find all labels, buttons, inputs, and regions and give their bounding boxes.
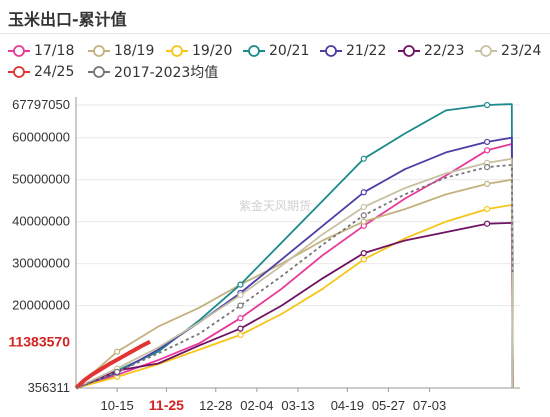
legend-marker-17-18	[8, 45, 30, 57]
legend-marker-19-20	[166, 45, 188, 57]
y-tick-label: 50000000	[12, 172, 70, 187]
series-point-6	[360, 203, 367, 211]
series-point-3	[484, 101, 491, 109]
legend-label-21-22: 21/22	[346, 43, 387, 59]
legend-marker-23-24	[475, 45, 497, 57]
legend-label-22-23: 22/23	[424, 43, 465, 59]
legend-item-21-22[interactable]: 21/22	[320, 41, 386, 61]
legend-label-24-25: 24/25	[34, 64, 75, 80]
series-point-5	[484, 220, 491, 227]
series-point-1	[360, 218, 367, 225]
x-tick-label: 03-13	[281, 398, 314, 413]
legend-label-20-21: 20/21	[269, 43, 310, 59]
legend-label-average: 2017-2023均值	[114, 65, 219, 81]
watermark: 紫金天风期货	[239, 198, 311, 213]
series-point-8	[114, 368, 121, 375]
legend-item-average[interactable]: 2017-2023均值	[88, 62, 218, 82]
series-point-4	[360, 189, 367, 196]
series-line-0	[75, 143, 514, 389]
legend-marker-21-22	[320, 45, 342, 57]
series-point-0	[237, 315, 244, 322]
x-tick-label: 04-19	[331, 398, 364, 413]
legend-row-1: 17/18 18/19 19/20 20/21 21/22 22/23 23/2…	[4, 41, 549, 62]
legend-item-22-23[interactable]: 22/23	[398, 41, 464, 61]
legend-item-23-24[interactable]: 23/24	[475, 41, 541, 61]
x-tick-label-highlight: 11-25	[149, 397, 184, 413]
series-point-8	[237, 302, 244, 309]
series-line-7	[74, 339, 151, 390]
y-tick-label: 20000000	[12, 298, 70, 313]
highlight-label-bg	[0, 332, 73, 351]
series-point-2	[360, 256, 367, 263]
legend-label-19-20: 19/20	[192, 43, 233, 59]
legend-item-20-21[interactable]: 20/21	[243, 41, 309, 61]
y-tick-label: 67797050	[12, 97, 70, 112]
series-point-2	[484, 205, 491, 213]
legend-item-17-18[interactable]: 17/18	[8, 41, 74, 61]
series-point-2	[237, 331, 244, 339]
chart-title: 玉米出口-累计值	[8, 10, 127, 29]
legend-marker-22-23	[398, 45, 420, 57]
y-tick-label: 356311	[28, 380, 70, 395]
legend-item-19-20[interactable]: 19/20	[166, 41, 232, 61]
series-point-1	[114, 348, 121, 355]
legend-label-17-18: 17/18	[34, 43, 75, 59]
x-tick-label: 05-27	[372, 398, 405, 413]
legend-label-23-24: 23/24	[501, 43, 542, 59]
series-point-5	[237, 325, 244, 332]
legend-marker-20-21	[243, 45, 265, 57]
x-tick-label: 02-04	[240, 398, 273, 413]
legend-row-2: 24/25 2017-2023均值	[4, 62, 549, 83]
series-point-1	[484, 180, 491, 187]
series-point-8	[360, 212, 367, 219]
legend: 17/18 18/19 19/20 20/21 21/22 22/23 23/2…	[4, 41, 549, 83]
highlight-value-label: 11383570	[8, 334, 70, 350]
y-tick-label: 40000000	[12, 214, 70, 229]
series-point-3	[237, 281, 244, 288]
legend-marker-18-19	[88, 45, 110, 57]
legend-item-24-25[interactable]: 24/25	[8, 62, 74, 82]
x-tick-label: 07-03	[413, 398, 446, 413]
series-point-0	[484, 147, 491, 154]
series-point-6	[237, 291, 244, 299]
legend-marker-24-25	[8, 66, 30, 78]
series-point-3	[360, 155, 367, 162]
y-tick-label: 30000000	[12, 256, 70, 271]
series-point-4	[484, 138, 491, 146]
x-tick-label: 10-15	[100, 398, 133, 413]
legend-label-18-19: 18/19	[114, 43, 155, 59]
x-tick-label: 12-28	[199, 398, 232, 413]
series-line-6	[75, 157, 514, 389]
legend-marker-average	[88, 66, 110, 78]
legend-item-18-19[interactable]: 18/19	[88, 41, 154, 61]
title-divider	[0, 33, 550, 34]
y-tick-label: 60000000	[12, 130, 70, 145]
series-point-8	[484, 163, 491, 171]
series-point-5	[360, 250, 367, 257]
